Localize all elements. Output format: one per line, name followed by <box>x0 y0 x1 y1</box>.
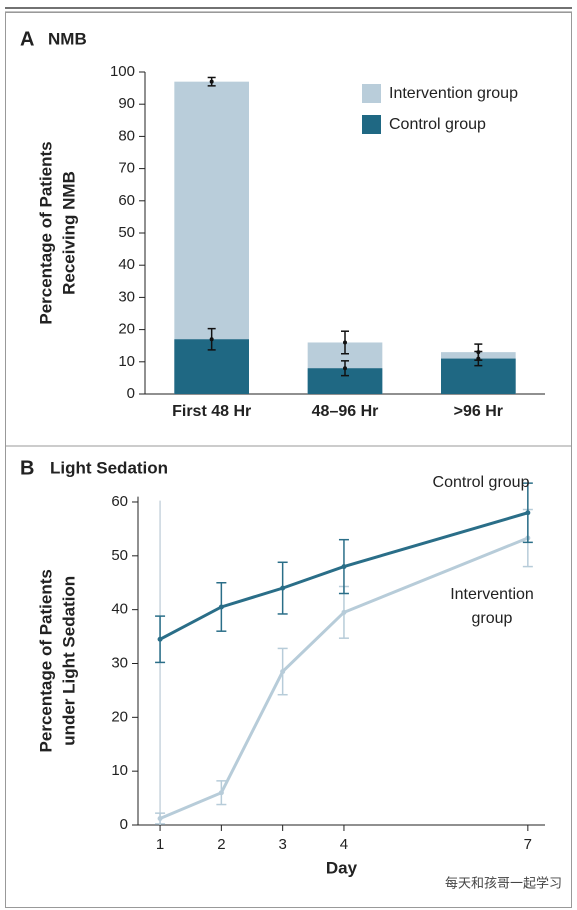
point <box>476 356 481 361</box>
point <box>343 340 347 345</box>
y-tick-label: 100 <box>110 63 135 80</box>
y-axis-label: under Light Sedation <box>59 576 78 746</box>
y-tick-label: 0 <box>120 816 128 833</box>
point <box>343 366 347 371</box>
x-tick-label: 48–96 Hr <box>312 403 379 420</box>
legend-swatch <box>362 84 381 103</box>
panel-label: B <box>20 457 34 479</box>
point <box>280 669 286 675</box>
x-tick-label: 7 <box>524 836 532 853</box>
y-axis-label: Percentage of Patients <box>36 569 55 752</box>
point <box>218 604 224 610</box>
y-tick-label: 60 <box>118 192 135 209</box>
y-tick-label: 50 <box>111 547 128 564</box>
watermark: 每天和孩哥一起学习 <box>445 875 562 890</box>
y-tick-label: 10 <box>111 762 128 779</box>
point <box>209 337 214 342</box>
y-tick-label: 20 <box>111 708 128 725</box>
panel-label: A <box>20 28 34 50</box>
point <box>525 510 531 516</box>
legend-label: Intervention group <box>389 85 518 102</box>
y-tick-label: 30 <box>118 288 135 305</box>
point <box>218 790 224 796</box>
x-tick-label: 2 <box>217 836 225 853</box>
x-tick-label: 3 <box>278 836 286 853</box>
series-annotation: Control group <box>432 474 530 491</box>
point <box>209 79 214 84</box>
y-tick-label: 60 <box>111 493 128 510</box>
y-tick-label: 80 <box>118 127 135 144</box>
y-axis-label: Receiving NMB <box>59 171 78 295</box>
frame <box>5 12 572 908</box>
x-axis-label: Day <box>326 858 358 877</box>
point <box>341 564 347 570</box>
y-axis-label: Percentage of Patients <box>36 141 55 324</box>
series-annotation: Intervention group <box>450 586 534 627</box>
x-tick-label: 1 <box>156 836 164 853</box>
panel-title: NMB <box>48 29 87 48</box>
y-tick-label: 90 <box>118 95 135 112</box>
y-tick-label: 20 <box>118 321 135 338</box>
legend-swatch <box>362 115 381 134</box>
point <box>157 636 163 642</box>
x-tick-label: >96 Hr <box>454 403 503 420</box>
legend-label: Control group <box>389 116 486 133</box>
y-tick-label: 10 <box>118 353 135 370</box>
panel-title: Light Sedation <box>50 458 168 477</box>
y-tick-label: 30 <box>111 654 128 671</box>
x-tick-label: First 48 Hr <box>172 403 251 420</box>
point <box>280 585 286 591</box>
y-tick-label: 70 <box>118 160 135 177</box>
y-tick-label: 50 <box>118 224 135 241</box>
x-tick-label: 4 <box>340 836 348 853</box>
y-tick-label: 40 <box>111 601 128 618</box>
y-tick-label: 0 <box>127 385 135 402</box>
y-tick-label: 40 <box>118 256 135 273</box>
point <box>157 816 163 822</box>
point <box>341 609 347 615</box>
